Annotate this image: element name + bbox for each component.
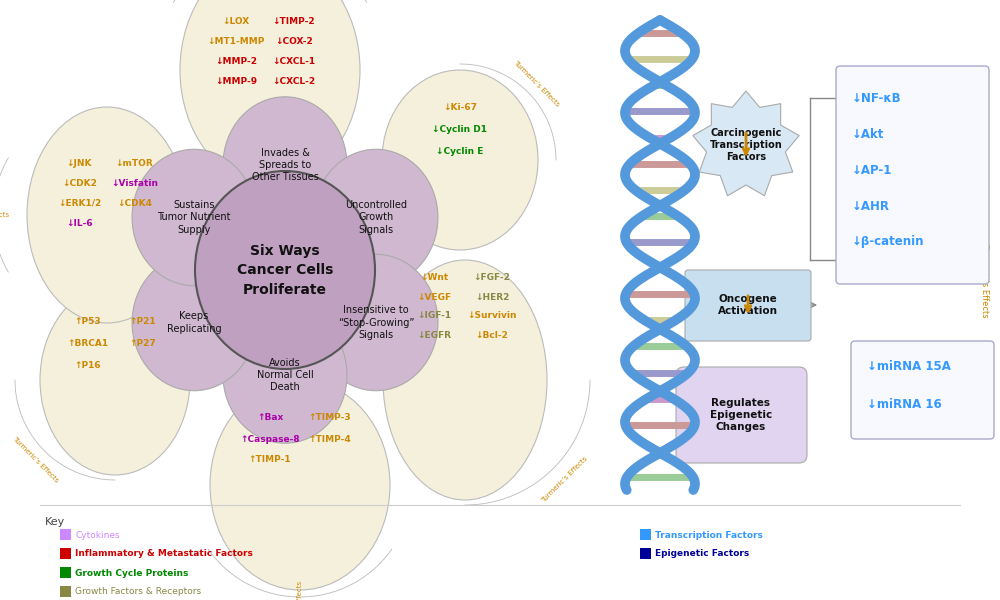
Ellipse shape [210,380,390,590]
Ellipse shape [383,260,547,500]
Text: ↓Cyclin E: ↓Cyclin E [436,148,484,157]
Ellipse shape [132,149,256,286]
Text: ↑Bax: ↑Bax [257,413,283,422]
Text: Turmeric’s Effects: Turmeric’s Effects [0,212,9,218]
Text: Turmeric’s Effects: Turmeric’s Effects [980,242,990,317]
Text: ↓CXCL-2: ↓CXCL-2 [272,77,316,86]
Text: ↓AHR: ↓AHR [852,199,890,212]
Text: ↓AP-1: ↓AP-1 [852,163,892,176]
Text: ↑TIMP-4: ↑TIMP-4 [309,434,351,443]
FancyBboxPatch shape [685,270,811,341]
Text: ↓Akt: ↓Akt [852,127,884,140]
Ellipse shape [27,107,187,323]
Text: Epigenetic Factors: Epigenetic Factors [655,550,749,559]
Text: Keeps
Replicating: Keeps Replicating [167,311,221,334]
Text: ↓Ki-67: ↓Ki-67 [443,103,477,113]
Text: Turmeric’s Effects: Turmeric’s Effects [513,59,561,107]
Text: ↓LOX: ↓LOX [222,17,250,26]
Bar [60,567,71,578]
Bar [60,548,71,559]
Text: Carcinogenic
Transcription
Factors: Carcinogenic Transcription Factors [710,128,782,161]
Bar [60,529,71,540]
Ellipse shape [195,171,375,369]
Text: ↓miRNA 15A: ↓miRNA 15A [867,361,951,373]
Polygon shape [693,91,799,196]
Bar [60,586,71,597]
Text: Insensitive to
“Stop-Growing”
Signals: Insensitive to “Stop-Growing” Signals [338,305,414,340]
Text: ↓miRNA 16: ↓miRNA 16 [867,398,942,412]
FancyBboxPatch shape [851,341,994,439]
Text: Growth Cycle Proteins: Growth Cycle Proteins [75,569,188,577]
Text: ↑TIMP-1: ↑TIMP-1 [249,455,291,464]
Text: ↑P53: ↑P53 [74,317,101,326]
Text: ↓ERK1/2: ↓ERK1/2 [58,199,101,208]
Text: ↓Cyclin D1: ↓Cyclin D1 [432,125,488,134]
Text: ↑Caspase-8: ↑Caspase-8 [240,434,300,443]
Text: Cytokines: Cytokines [75,530,120,539]
Text: Uncontrolled
Growth
Signals: Uncontrolled Growth Signals [345,200,407,235]
Text: ↓mTOR: ↓mTOR [116,158,153,167]
Text: ↓Wnt: ↓Wnt [420,274,448,283]
Text: Key: Key [45,517,65,527]
FancyBboxPatch shape [676,367,807,463]
Text: ↓VEGF: ↓VEGF [417,292,451,301]
Text: ↓CDK4: ↓CDK4 [117,199,152,208]
Text: ↓Survivin: ↓Survivin [467,311,517,320]
Ellipse shape [314,149,438,286]
Text: ↓IGF-1: ↓IGF-1 [417,311,451,320]
Ellipse shape [223,97,347,233]
Ellipse shape [180,0,360,185]
Text: Inflammatory & Metastatic Factors: Inflammatory & Metastatic Factors [75,550,253,559]
Text: Turmeric’s Effects: Turmeric’s Effects [541,456,589,504]
Text: ↑BRCA1: ↑BRCA1 [67,340,108,349]
Text: ↑P16: ↑P16 [74,361,101,370]
Text: ↓NF-κB: ↓NF-κB [852,91,902,104]
Text: Regulates
Epigenetic
Changes: Regulates Epigenetic Changes [710,398,772,431]
Text: Transcription Factors: Transcription Factors [655,530,763,539]
Text: ↓IL-6: ↓IL-6 [66,218,93,227]
Text: ↓CXCL-1: ↓CXCL-1 [272,58,316,67]
Text: ↓MMP-9: ↓MMP-9 [215,77,257,86]
Ellipse shape [223,307,347,443]
Text: Growth Factors & Receptors: Growth Factors & Receptors [75,587,201,596]
Text: Avoids
Normal Cell
Death: Avoids Normal Cell Death [257,358,313,392]
Text: ↓COX-2: ↓COX-2 [275,37,313,46]
Ellipse shape [40,285,190,475]
Ellipse shape [132,254,256,391]
Text: ↑P27: ↑P27 [129,340,156,349]
Text: Turmeric’s Effects: Turmeric’s Effects [297,580,303,600]
Text: Six Ways
Cancer Cells
Proliferate: Six Ways Cancer Cells Proliferate [237,244,333,296]
Text: Invades &
Spreads to
Other Tissues: Invades & Spreads to Other Tissues [252,148,318,182]
Text: ↓Visfatin: ↓Visfatin [111,179,158,187]
Text: ↓TIMP-2: ↓TIMP-2 [273,17,315,26]
Text: ↓FGF-2: ↓FGF-2 [474,274,510,283]
Text: ↓HER2: ↓HER2 [475,292,509,301]
Text: ↓Bcl-2: ↓Bcl-2 [476,331,508,340]
Bar [640,529,651,540]
Text: ↓JNK: ↓JNK [67,158,92,167]
Text: ↓β-catenin: ↓β-catenin [852,235,924,248]
Text: ↓EGFR: ↓EGFR [417,331,451,340]
FancyBboxPatch shape [836,66,989,284]
Bar [640,548,651,559]
Text: Turmeric’s Effects: Turmeric’s Effects [11,436,59,484]
Text: ↓MT1-MMP: ↓MT1-MMP [207,37,265,46]
Ellipse shape [314,254,438,391]
Text: ↓CDK2: ↓CDK2 [62,179,97,187]
Text: ↑TIMP-3: ↑TIMP-3 [309,413,351,422]
Text: ↓MMP-2: ↓MMP-2 [215,58,257,67]
Text: Sustains
Tumor Nutrient
Supply: Sustains Tumor Nutrient Supply [157,200,231,235]
Ellipse shape [382,70,538,250]
Text: Oncogene
Activation: Oncogene Activation [718,294,778,316]
Text: ↑P21: ↑P21 [129,317,156,326]
